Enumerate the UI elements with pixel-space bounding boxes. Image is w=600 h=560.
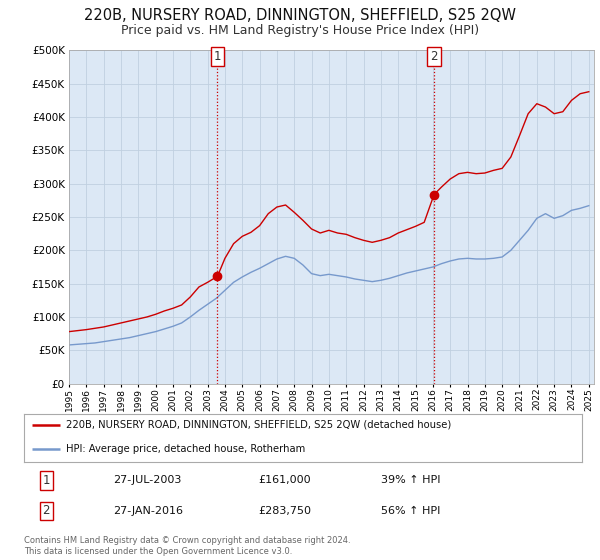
Text: 2: 2 bbox=[43, 505, 50, 517]
Text: HPI: Average price, detached house, Rotherham: HPI: Average price, detached house, Roth… bbox=[66, 444, 305, 454]
Text: 27-JAN-2016: 27-JAN-2016 bbox=[113, 506, 183, 516]
Text: 1: 1 bbox=[43, 474, 50, 487]
Text: 220B, NURSERY ROAD, DINNINGTON, SHEFFIELD, S25 2QW (detached house): 220B, NURSERY ROAD, DINNINGTON, SHEFFIEL… bbox=[66, 420, 451, 430]
Text: 220B, NURSERY ROAD, DINNINGTON, SHEFFIELD, S25 2QW: 220B, NURSERY ROAD, DINNINGTON, SHEFFIEL… bbox=[84, 8, 516, 24]
Text: Price paid vs. HM Land Registry's House Price Index (HPI): Price paid vs. HM Land Registry's House … bbox=[121, 24, 479, 36]
Text: 39% ↑ HPI: 39% ↑ HPI bbox=[381, 475, 440, 485]
Text: 56% ↑ HPI: 56% ↑ HPI bbox=[381, 506, 440, 516]
Text: £161,000: £161,000 bbox=[259, 475, 311, 485]
Text: 2: 2 bbox=[430, 50, 438, 63]
Text: Contains HM Land Registry data © Crown copyright and database right 2024.
This d: Contains HM Land Registry data © Crown c… bbox=[24, 536, 350, 556]
Text: £283,750: £283,750 bbox=[259, 506, 311, 516]
Text: 27-JUL-2003: 27-JUL-2003 bbox=[113, 475, 182, 485]
Text: 1: 1 bbox=[214, 50, 221, 63]
